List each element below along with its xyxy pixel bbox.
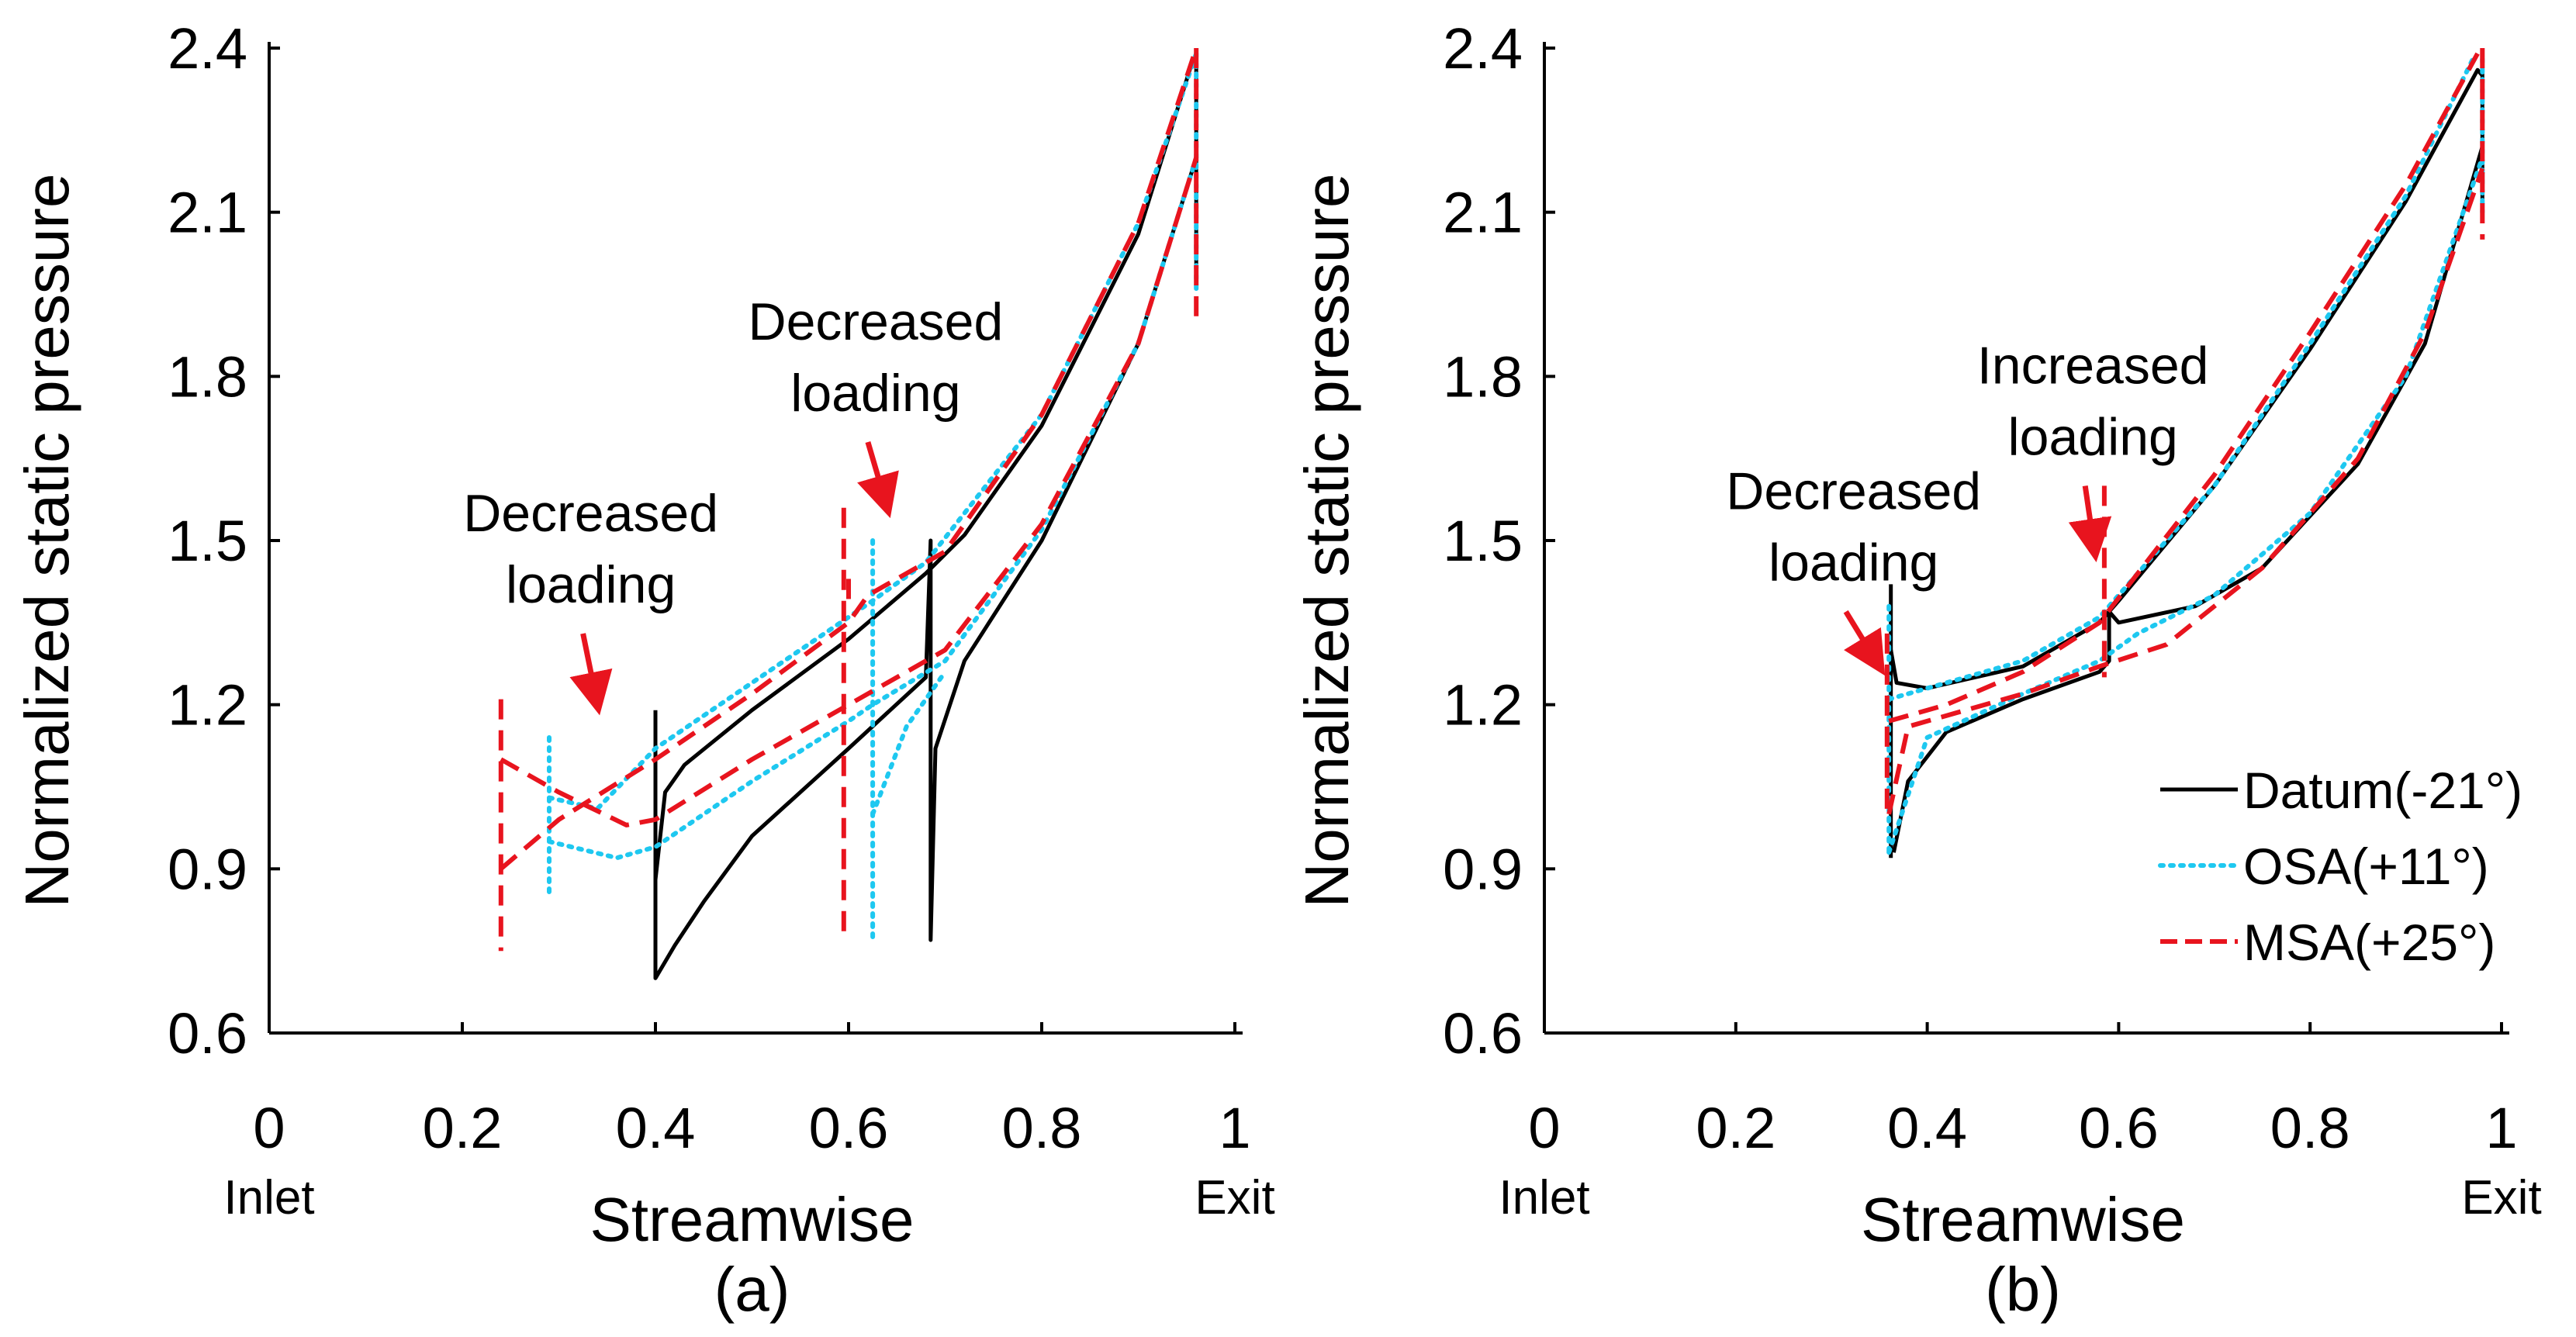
y-tick-label: 2.4 bbox=[1443, 16, 1523, 81]
x-end-label: Exit bbox=[1195, 1171, 1274, 1225]
x-tick-label: 1 bbox=[1219, 1096, 1250, 1160]
y-tick-label: 1.2 bbox=[1443, 673, 1523, 738]
x-tick-label: 0 bbox=[1528, 1096, 1560, 1160]
legend-label: Datum(-21°) bbox=[2243, 762, 2522, 819]
y-tick-label: 1.5 bbox=[1443, 509, 1523, 573]
panel-label: (a) bbox=[714, 1255, 790, 1324]
legend-label: MSA(+25°) bbox=[2243, 914, 2495, 971]
y-tick-label: 1.8 bbox=[168, 344, 247, 409]
legend-label: OSA(+11°) bbox=[2243, 838, 2489, 895]
x-tick-label: 0.4 bbox=[1887, 1096, 1967, 1160]
annotation-text: Increased bbox=[1977, 336, 2209, 395]
y-tick-label: 0.6 bbox=[168, 1001, 247, 1066]
y-tick-label: 1.8 bbox=[1443, 344, 1523, 409]
y-tick-label: 2.4 bbox=[168, 16, 247, 81]
x-tick-label: 0 bbox=[253, 1096, 285, 1160]
annotation-text: loading bbox=[790, 364, 960, 423]
x-tick-label: 1 bbox=[2485, 1096, 2517, 1160]
y-tick-label: 0.9 bbox=[1443, 837, 1523, 901]
annotation-text: Decreased bbox=[1726, 462, 1981, 521]
series-line bbox=[1888, 52, 2480, 724]
y-axis-title: Normalized static pressure bbox=[12, 174, 81, 908]
series-line bbox=[500, 157, 1199, 827]
annotation-text: loading bbox=[506, 555, 676, 614]
y-tick-label: 0.9 bbox=[168, 837, 247, 901]
legend: Datum(-21°) OSA(+11°) MSA(+25°) bbox=[2158, 762, 2522, 971]
y-tick-label: 2.1 bbox=[168, 181, 247, 245]
annotation-arrow bbox=[2068, 485, 2112, 562]
annotation-text: loading bbox=[1769, 534, 1938, 592]
x-end-label: Exit bbox=[2461, 1171, 2541, 1225]
y-tick-label: 0.6 bbox=[1443, 1001, 1523, 1066]
annotation-text: loading bbox=[2008, 407, 2178, 466]
x-tick-label: 0.8 bbox=[1002, 1096, 1082, 1160]
y-tick-label: 1.2 bbox=[168, 673, 247, 738]
panel-label: (b) bbox=[1985, 1255, 2061, 1324]
series-line bbox=[870, 669, 948, 817]
annotation-arrow bbox=[1843, 610, 1886, 676]
series-datum bbox=[653, 53, 1198, 980]
y-tick-label: 1.5 bbox=[168, 509, 247, 573]
panel-a: 0.6 0.9 1.2 1.5 1.8 2.1 2.4 0 0.2 0.4 0.6 0.8 1 Inlet… bbox=[12, 16, 1275, 1324]
annotation-arrow bbox=[857, 441, 899, 519]
series-msa bbox=[498, 47, 1199, 952]
series-line bbox=[653, 157, 1198, 980]
x-tick-label: 0.2 bbox=[423, 1096, 503, 1160]
panel-b: 0.6 0.9 1.2 1.5 1.8 2.1 2.4 0 0.2 0.4 0.6 0.8 1 Inlet… bbox=[1292, 16, 2542, 1324]
x-tick-label: 0.8 bbox=[2270, 1096, 2350, 1160]
annotation-text: Decreased bbox=[463, 484, 718, 543]
x-axis-title: Streamwise bbox=[590, 1185, 915, 1254]
x-tick-label: 0.2 bbox=[1696, 1096, 1776, 1160]
series-line bbox=[1891, 146, 2484, 853]
x-tick-label: 0.6 bbox=[2079, 1096, 2159, 1160]
annotation-text: Decreased bbox=[748, 292, 1003, 351]
x-tick-label: 0.6 bbox=[809, 1096, 889, 1160]
x-axis-title: Streamwise bbox=[1861, 1185, 2185, 1254]
x-start-label: Inlet bbox=[223, 1171, 314, 1225]
series-msa bbox=[1884, 48, 2485, 815]
series-line bbox=[1886, 57, 2475, 702]
series-line bbox=[499, 47, 1199, 871]
series-line bbox=[1886, 168, 2485, 815]
x-start-label: Inlet bbox=[1499, 1171, 1589, 1225]
series-line bbox=[547, 155, 1199, 861]
series-line bbox=[1886, 155, 2485, 855]
series-osa bbox=[1886, 57, 2485, 861]
y-axis-title: Normalized static pressure bbox=[1292, 174, 1361, 908]
x-tick-label: 0.4 bbox=[616, 1096, 696, 1160]
annotation-arrow bbox=[569, 633, 613, 716]
y-tick-label: 2.1 bbox=[1443, 181, 1523, 245]
series-line bbox=[653, 53, 1198, 882]
